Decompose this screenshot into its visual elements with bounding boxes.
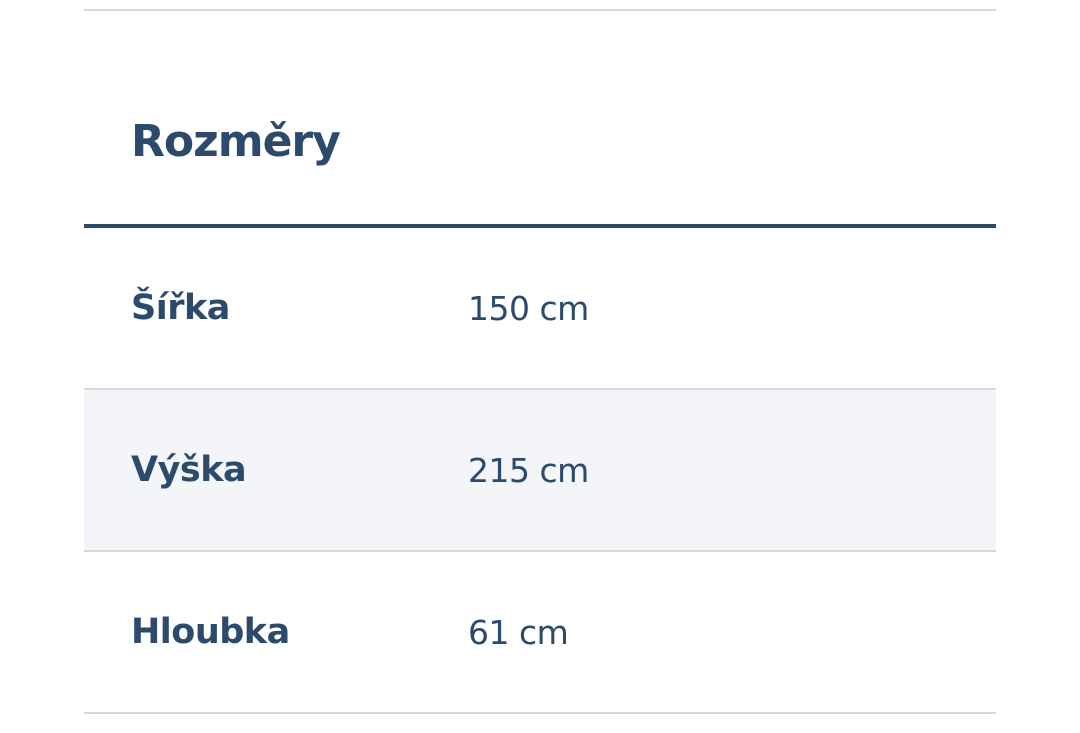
header-rule [84, 224, 996, 228]
row-label: Šířka [131, 288, 230, 328]
row-value: 61 cm [468, 612, 569, 652]
top-divider [84, 9, 996, 11]
section-title: Rozměry [131, 116, 341, 167]
row-label: Hloubka [131, 612, 290, 652]
table-row: Šířka 150 cm [84, 228, 996, 390]
row-label: Výška [131, 450, 247, 490]
row-value: 150 cm [468, 288, 589, 328]
dimensions-table: Šířka 150 cm Výška 215 cm Hloubka 61 cm [84, 228, 996, 714]
table-row: Výška 215 cm [84, 390, 996, 552]
table-row: Hloubka 61 cm [84, 552, 996, 714]
row-value: 215 cm [468, 450, 589, 490]
